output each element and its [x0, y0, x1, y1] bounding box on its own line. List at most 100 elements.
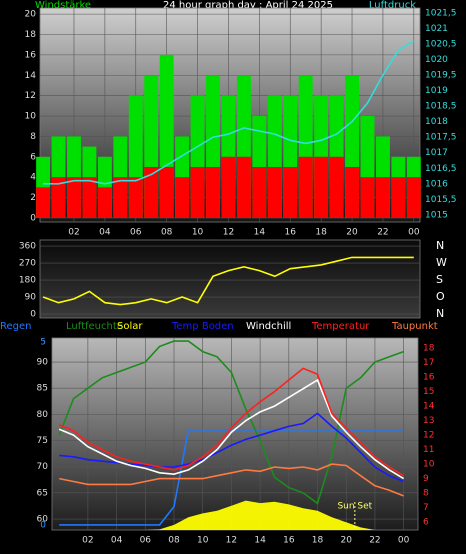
bar: [144, 166, 159, 218]
plot-area: [51, 337, 419, 531]
y-tick-label: 6: [30, 152, 36, 162]
y2-axis-title: Luftdruck: [369, 0, 416, 11]
plot-area: [39, 239, 421, 319]
bar: [51, 177, 66, 218]
bar: [298, 156, 313, 218]
bar: [175, 177, 190, 218]
y-tick-label: 14: [25, 71, 37, 81]
line: [59, 429, 404, 526]
x-tick-label: 12: [226, 536, 237, 546]
x-tick-label: 02: [68, 228, 79, 238]
x-tick-label: 20: [341, 536, 353, 546]
y2-tick-label: 7: [423, 503, 429, 513]
y2-tick-label: 1020: [425, 55, 448, 65]
y-tick-label: 0: [30, 213, 36, 223]
x-tick-label: 00: [398, 536, 410, 546]
x-tick-label: 06: [140, 536, 152, 546]
x-tick-label: 16: [283, 536, 295, 546]
bar: [406, 177, 421, 218]
x-tick-label: 22: [369, 536, 380, 546]
y-tick-label: 4: [30, 173, 36, 183]
y-tick-label: 2: [30, 193, 36, 203]
bar: [128, 177, 143, 218]
x-tick-label: 18: [312, 536, 324, 546]
y2-tick-label: 1015,5: [425, 195, 457, 205]
y2-tick-label: 1019,5: [425, 71, 457, 81]
line: [59, 412, 404, 483]
y2-tick-label: 12: [423, 431, 434, 441]
bar: [283, 166, 298, 218]
y2-tick-label: 1021,5: [425, 8, 457, 18]
bar: [190, 166, 205, 218]
line: [42, 256, 414, 306]
y2-tick-label: 1018,5: [425, 102, 457, 112]
y2-tick-label: 1017,5: [425, 133, 457, 143]
y-tick-label: 80: [37, 410, 49, 420]
y-tick-label: 20: [25, 10, 37, 20]
bar: [36, 187, 51, 218]
bar: [82, 177, 97, 218]
y2-tick-label: 1016,5: [425, 164, 457, 174]
y2-tick-label: 1017: [425, 148, 448, 158]
bar: [67, 177, 81, 218]
legend-label: Temp Boden: [171, 321, 234, 332]
y-tick-label: 270: [19, 259, 36, 269]
x-tick-label: 18: [315, 228, 327, 238]
bar: [267, 166, 282, 218]
legend-label: Regen: [0, 321, 32, 332]
legend-label: Taupunkt: [391, 321, 438, 332]
x-tick-label: 22: [377, 228, 388, 238]
y-tick-label: 85: [37, 384, 48, 394]
chart-title: 24 hour graph day : April 24 2025: [163, 0, 333, 11]
y2-tick-label: O: [436, 290, 445, 303]
y2-tick-label: 9: [423, 474, 429, 484]
x-tick-label: 16: [285, 228, 297, 238]
line: [58, 340, 404, 505]
y2-tick-label: 16: [423, 373, 435, 383]
bar: [206, 166, 220, 218]
y2-tick-label: N: [436, 307, 444, 320]
x-tick-label: 14: [254, 228, 266, 238]
bar: [97, 187, 112, 218]
x-tick-label: 14: [254, 536, 266, 546]
y-tick-label: 65: [37, 488, 48, 498]
y2-tick-label: 13: [423, 416, 434, 426]
y-tick-label: 90: [37, 358, 49, 368]
y-tick-label: 0: [30, 310, 36, 320]
y2-tick-label: 15: [423, 387, 434, 397]
legend-label: Temperatur: [311, 321, 370, 332]
y-tick-label: 75: [37, 436, 48, 446]
y-axis-title: Windstärke: [35, 0, 91, 11]
bar: [314, 156, 329, 218]
x-tick-label: 04: [111, 536, 123, 546]
y2-tick-label: 1019: [425, 86, 448, 96]
y2-tick-label: 11: [423, 445, 434, 455]
x-tick-label: 08: [168, 536, 180, 546]
y2-tick-label: W: [436, 256, 447, 269]
y-tick-label: 70: [37, 462, 49, 472]
y2-tick-label: 1020,5: [425, 40, 457, 50]
line: [43, 40, 415, 185]
bar: [252, 166, 267, 218]
y-tick-label: 90: [25, 293, 37, 303]
x-tick-label: 06: [130, 228, 142, 238]
y2-tick-label: 14: [423, 402, 435, 412]
y-tick-label: 180: [19, 276, 36, 286]
annotation: Sun Set: [337, 502, 372, 512]
bar: [345, 166, 359, 218]
y-tick-label: 60: [37, 515, 49, 525]
line: [59, 463, 404, 497]
y-tick-label: 8: [30, 132, 36, 142]
y2-tick-label: 6: [423, 518, 429, 528]
legend-label: Solar: [117, 321, 143, 332]
bar: [236, 156, 251, 218]
x-tick-label: 00: [408, 228, 420, 238]
bar: [391, 177, 406, 218]
y2-tick-label: 1021: [425, 24, 448, 34]
x-tick-label: 10: [197, 536, 209, 546]
bar: [329, 156, 344, 218]
line: [58, 378, 405, 480]
y2-tick-label: 1016: [425, 179, 448, 189]
y-tick-label: 18: [25, 30, 37, 40]
